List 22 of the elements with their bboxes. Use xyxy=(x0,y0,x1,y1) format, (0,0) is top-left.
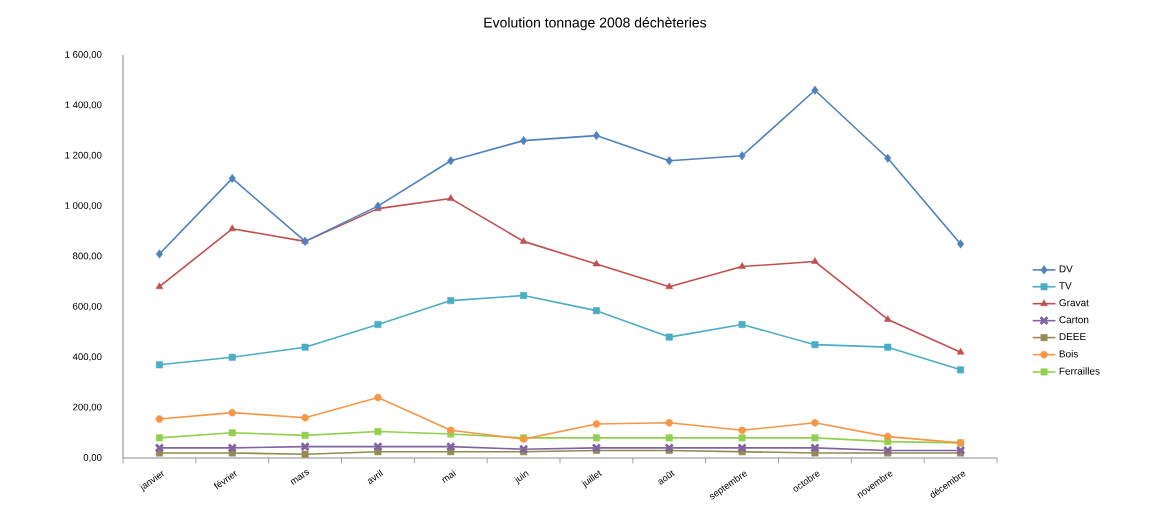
legend-label: Bois xyxy=(1059,350,1078,358)
legend-label: Ferrailles xyxy=(1059,367,1100,375)
y-tick-label: 1 200,00 xyxy=(65,151,102,160)
y-tick-label: 200,00 xyxy=(73,403,102,412)
x-tick-label: mai xyxy=(441,469,457,483)
legend-label: DV xyxy=(1059,265,1073,273)
y-tick-label: 1 400,00 xyxy=(65,101,102,110)
y-tick-label: 600,00 xyxy=(73,302,102,311)
legend-label: Gravat xyxy=(1059,299,1089,307)
x-tick-label: mars xyxy=(290,470,310,485)
y-tick-label: 400,00 xyxy=(72,353,102,362)
legend-label: Carton xyxy=(1059,316,1089,324)
x-tick-label: avril xyxy=(367,469,384,484)
y-tick-label: 1 600,00 xyxy=(65,51,102,59)
y-tick-label: 0,00 xyxy=(83,454,102,462)
legend-label: TV xyxy=(1059,282,1072,290)
legend-label: DEEE xyxy=(1059,333,1086,341)
x-tick-label: août xyxy=(658,470,675,485)
chart-title: Evolution tonnage 2008 déchèteries xyxy=(484,17,707,31)
y-tick-label: 1 000,00 xyxy=(65,202,102,211)
y-tick-label: 800,00 xyxy=(73,252,102,261)
x-tick-label: juin xyxy=(514,471,529,485)
